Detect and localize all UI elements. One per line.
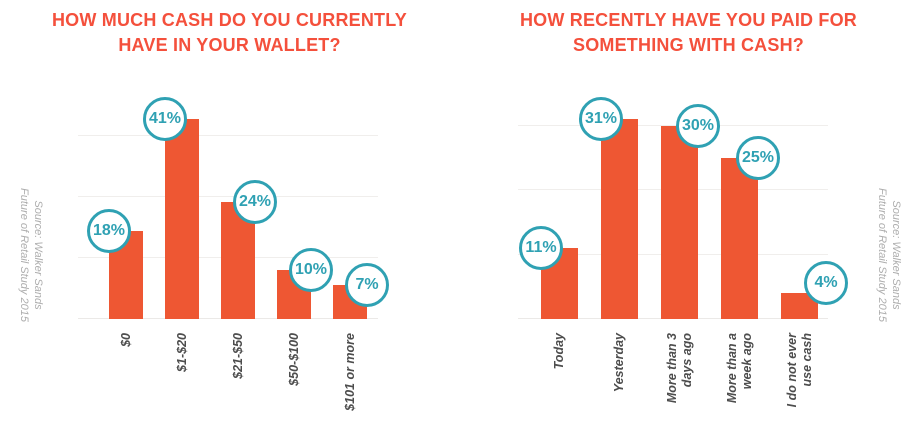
category-label: $21-$50 (230, 333, 245, 379)
value-badge: 24% (233, 179, 277, 224)
plot-area: 18% 41% 24% 10% 7% (78, 75, 389, 319)
bar-more-than-a-week-ago (721, 157, 758, 319)
category-label: $101 or more (342, 333, 357, 411)
source-note-line: Future of Retail Study 2015 (876, 188, 888, 322)
bar-$1-$20 (165, 118, 199, 319)
value-badge: 10% (289, 248, 333, 293)
source-note-line: Source: Walker Sands (32, 200, 44, 310)
source-note-line: Future of Retail Study 2015 (18, 188, 30, 322)
gridline (78, 196, 378, 197)
bar-more-than-3-days-ago (661, 125, 698, 319)
value-badge: 11% (519, 226, 563, 271)
category-label: More than a week ago (724, 333, 754, 404)
value-badge: 25% (736, 135, 780, 180)
wallet-cash-chart: HOW MUCH CASH DO YOU CURRENTLY HAVE IN Y… (12, 8, 447, 411)
value-badge: 4% (804, 261, 848, 306)
chart-title-line: HOW MUCH CASH DO YOU CURRENTLY (51, 10, 407, 30)
value-badge: 30% (676, 103, 720, 148)
value-badge: 7% (345, 262, 389, 307)
cash-recency-chart: HOW RECENTLY HAVE YOU PAID FOR SOMETHING… (459, 0, 918, 438)
chart-title-line: HAVE IN YOUR WALLET? (118, 35, 341, 55)
category-label: I do not ever use cash (784, 333, 814, 408)
source-note-left: Source: Walker Sands Future of Retail St… (15, 155, 45, 355)
plot-area: 11% 31% 30% 25% 4% (518, 61, 848, 319)
source-note-right: Source: Walker Sands Future of Retail St… (873, 155, 903, 355)
value-badge: 41% (143, 96, 187, 141)
chart-title-line: HOW RECENTLY HAVE YOU PAID FOR (519, 10, 858, 30)
category-label: $50-$100 (286, 333, 301, 386)
category-label: More than 3 days ago (664, 333, 694, 404)
chart-title: HOW RECENTLY HAVE YOU PAID FOR SOMETHING… (471, 8, 906, 58)
bar-yesterday (601, 119, 638, 319)
category-label: Yesterday (612, 333, 626, 393)
gridline (518, 124, 828, 126)
category-label: $1-$20 (174, 333, 189, 372)
value-badge: 18% (87, 209, 131, 254)
source-note-line: Source: Walker Sands (890, 200, 902, 310)
value-badge: 31% (579, 97, 623, 142)
gridline (78, 135, 378, 136)
category-label: $0 (118, 333, 133, 347)
chart-title-line: SOMETHING WITH CASH? (573, 35, 804, 55)
category-label: Today (552, 333, 566, 370)
chart-title: HOW MUCH CASH DO YOU CURRENTLY HAVE IN Y… (12, 8, 447, 58)
